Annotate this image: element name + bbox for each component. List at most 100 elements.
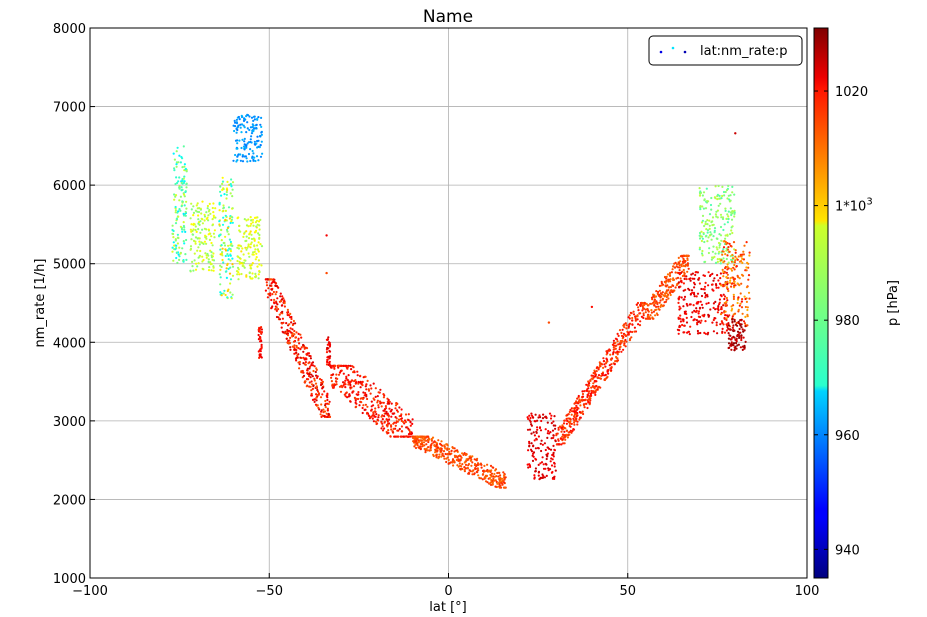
data-point (698, 237, 702, 240)
data-point (726, 248, 730, 251)
data-point (605, 350, 608, 353)
data-point (545, 453, 548, 456)
data-point (640, 315, 644, 318)
data-point (235, 122, 239, 125)
data-point (242, 124, 245, 127)
data-point (742, 320, 746, 323)
data-point (620, 350, 623, 353)
data-point (349, 364, 352, 367)
data-point (229, 278, 233, 281)
data-point (606, 370, 609, 373)
data-point (585, 389, 588, 392)
data-point (331, 383, 334, 386)
data-point (728, 242, 731, 245)
data-point (240, 123, 244, 126)
data-point (340, 364, 343, 367)
data-point (666, 294, 669, 297)
data-point (696, 292, 700, 295)
data-point (691, 311, 694, 314)
data-point (218, 235, 221, 238)
data-point (220, 239, 223, 242)
data-point (197, 222, 200, 225)
data-point (254, 275, 258, 278)
data-point (257, 333, 260, 337)
data-point (541, 456, 544, 459)
data-point (220, 228, 223, 231)
data-point (744, 340, 747, 343)
data-point (494, 469, 497, 472)
data-point (545, 416, 548, 419)
data-point (464, 463, 468, 466)
data-point (498, 478, 501, 481)
data-point (325, 394, 328, 398)
data-point (270, 288, 273, 291)
data-point (734, 255, 737, 258)
data-point (250, 219, 253, 222)
data-point (423, 447, 426, 451)
data-point (447, 458, 450, 462)
data-point (250, 237, 254, 241)
data-point (658, 289, 662, 292)
data-point (737, 343, 741, 346)
data-point (253, 244, 256, 247)
data-point (546, 436, 549, 439)
data-point (360, 401, 363, 404)
data-point (183, 195, 186, 198)
data-point (540, 439, 543, 442)
data-point (733, 193, 736, 196)
data-point (708, 227, 711, 230)
data-point (722, 228, 725, 232)
data-point (725, 286, 729, 289)
data-point (249, 246, 252, 249)
data-point (621, 337, 624, 340)
data-point (730, 213, 733, 217)
data-point (565, 433, 568, 436)
data-point (243, 218, 246, 221)
data-point (552, 444, 555, 447)
data-point (251, 155, 254, 158)
data-point (255, 256, 258, 259)
data-point (283, 302, 286, 305)
data-point (698, 306, 702, 309)
data-point (309, 376, 312, 379)
data-point (649, 302, 652, 305)
data-point (675, 265, 678, 268)
data-point (650, 309, 653, 312)
data-point (532, 452, 535, 455)
data-point (561, 438, 564, 441)
data-point (691, 277, 694, 280)
data-point (355, 397, 358, 400)
data-point (344, 386, 347, 389)
data-point (717, 204, 720, 207)
data-point (704, 222, 707, 225)
data-point (677, 256, 680, 259)
data-point (290, 321, 293, 324)
data-point (604, 362, 608, 365)
data-point (721, 194, 724, 198)
data-point (529, 420, 532, 423)
data-point (668, 272, 672, 275)
data-point (246, 246, 249, 249)
data-point (481, 469, 485, 473)
colorbar-tick-label: 1*103 (835, 197, 873, 215)
data-point (222, 207, 225, 210)
data-point (557, 426, 560, 429)
data-point (426, 449, 429, 452)
data-point (451, 461, 454, 464)
data-point (637, 323, 640, 326)
data-point (219, 185, 222, 188)
data-point (435, 453, 438, 456)
data-point (286, 308, 289, 311)
data-point (678, 269, 681, 272)
data-point (719, 202, 722, 205)
data-point (730, 285, 733, 288)
data-point (380, 405, 383, 408)
data-point (255, 126, 258, 130)
data-point (282, 321, 285, 324)
data-point (682, 268, 685, 272)
data-point (255, 252, 258, 255)
data-point (361, 411, 364, 415)
data-point (529, 448, 533, 451)
data-point (176, 261, 179, 264)
data-point (744, 325, 747, 328)
